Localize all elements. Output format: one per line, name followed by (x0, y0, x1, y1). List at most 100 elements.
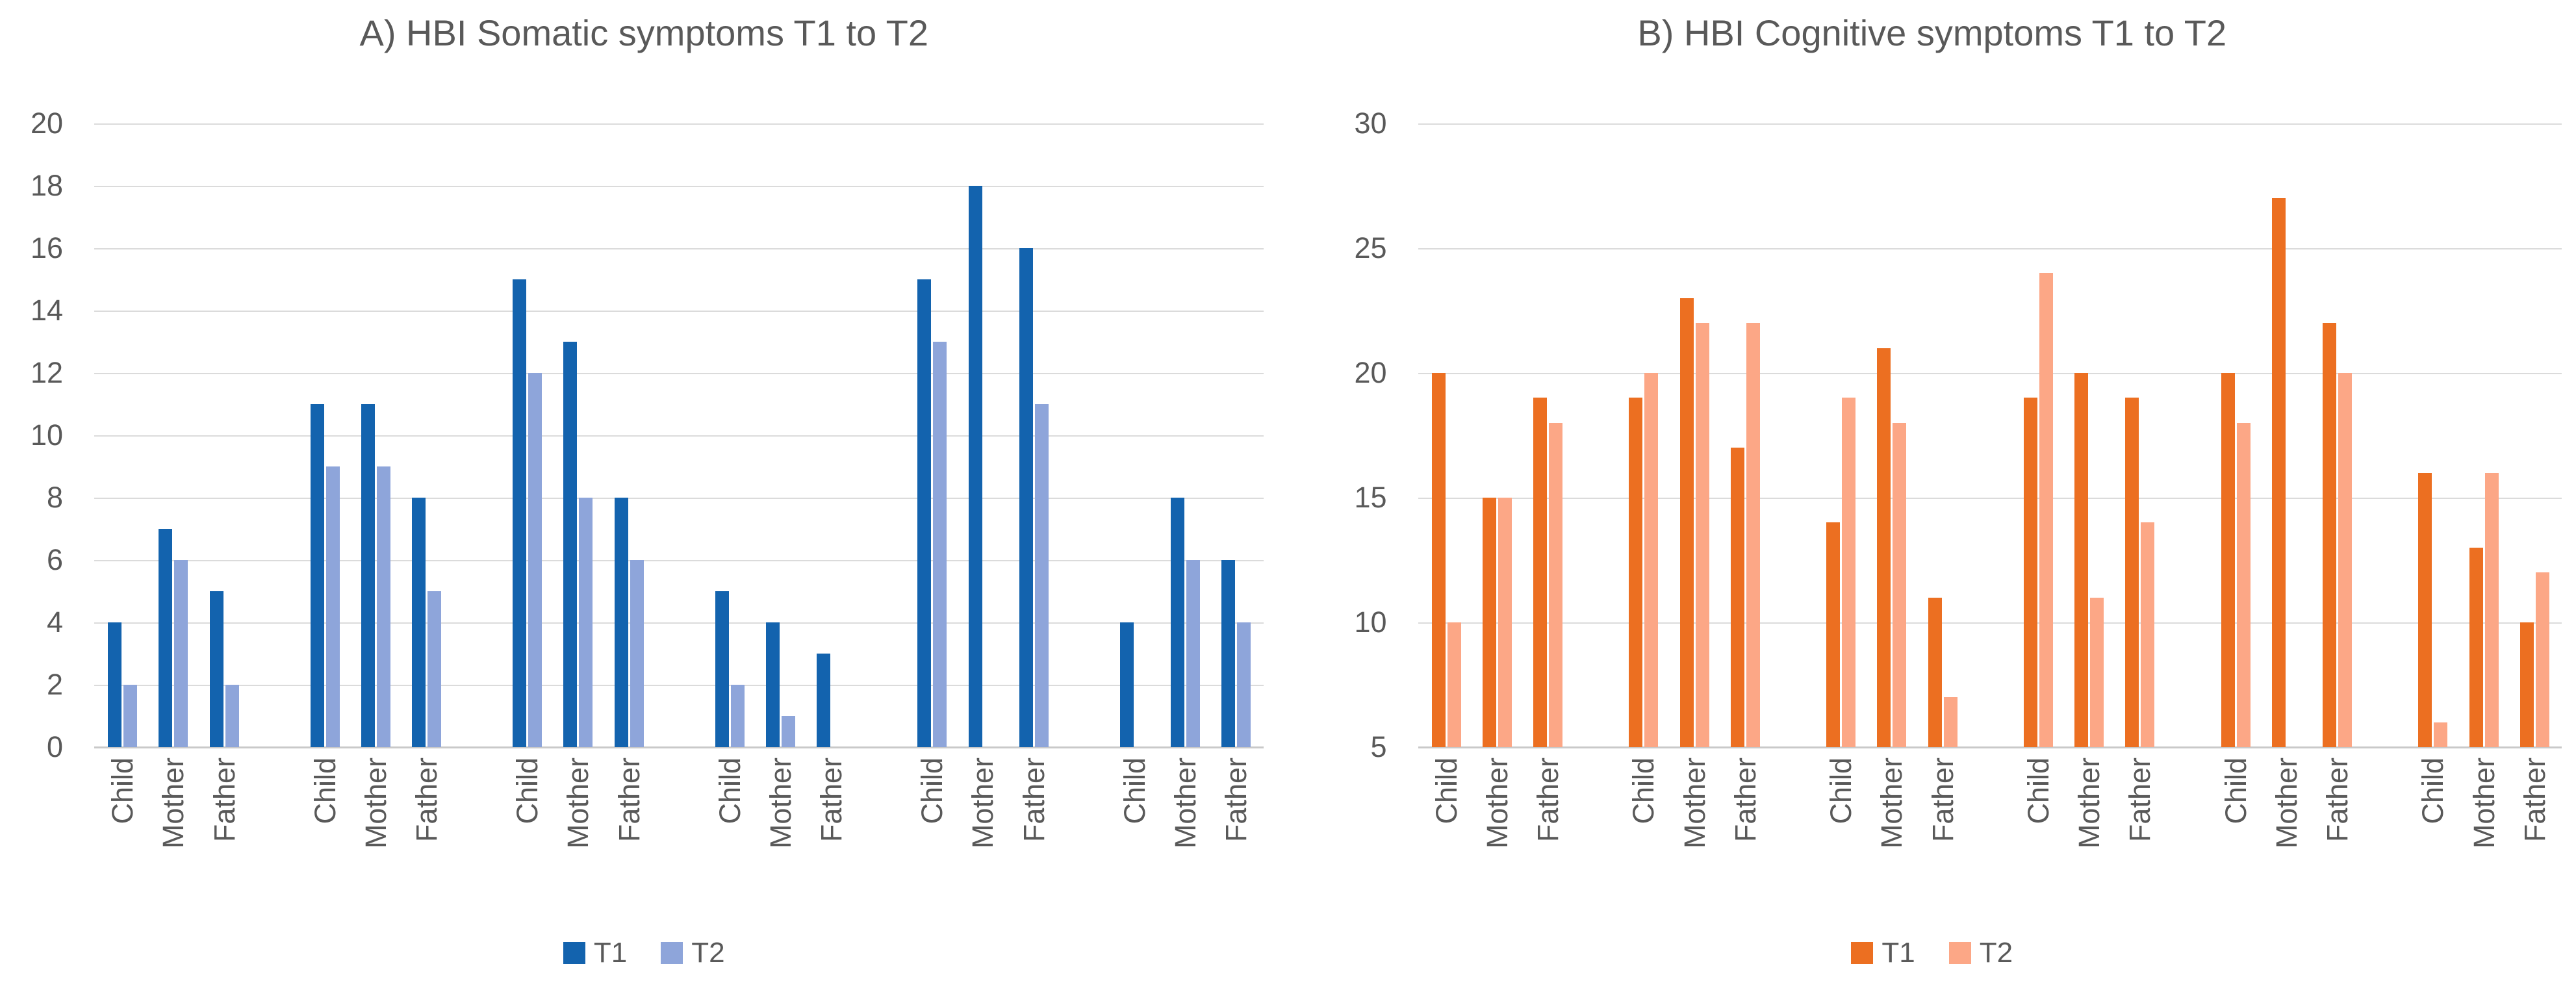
legend-swatch-t1 (1851, 942, 1874, 964)
category-column: Child (2416, 123, 2449, 910)
category-column: Child (713, 123, 746, 910)
bar-pair (1221, 123, 1251, 747)
bar-t2 (325, 466, 340, 747)
category-column: Father (207, 123, 241, 910)
bar-t1 (2221, 373, 2235, 747)
category-column: Father (2518, 123, 2551, 910)
x-axis-label-text: Mother (2269, 758, 2303, 849)
chart-somatic-symptoms: A) HBI Somatic symptoms T1 to T2 20 18 16 1… (0, 12, 1288, 967)
category-column: Child (1824, 123, 1857, 910)
chart-body: 30 25 20 15 10 5 Child Mother Father Child Mother… (1288, 107, 2576, 910)
x-axis-label: Child (1117, 758, 1151, 910)
bar-group: Child Mother Father (1824, 123, 1959, 910)
bar-t2 (1447, 622, 1461, 747)
x-axis-label: Child (713, 758, 746, 910)
bar-pair (2125, 123, 2155, 747)
category-column: Mother (1677, 123, 1711, 910)
bar-pair (159, 123, 188, 747)
category-column: Child (511, 123, 544, 910)
bar-t1 (1730, 448, 1744, 747)
x-axis-label: Father (815, 758, 848, 910)
bar-pair (1119, 123, 1149, 747)
bar-t2 (1746, 323, 1760, 747)
bar-t1 (1482, 498, 1496, 747)
bar-t2 (2535, 572, 2549, 747)
category-column: Father (815, 123, 848, 910)
legend: T1 T2 (1288, 939, 2576, 967)
x-axis-label-text: Father (2321, 758, 2354, 843)
category-column: Mother (561, 123, 595, 910)
bar-t1 (1019, 248, 1033, 747)
bar-pair (2023, 123, 2053, 747)
x-axis-label-text: Father (612, 758, 646, 843)
x-axis-label-text: Mother (561, 758, 595, 849)
x-axis-label-text: Father (2123, 758, 2157, 843)
bar-t2 (1842, 398, 1856, 747)
bar-group: Child Mother Father (2022, 123, 2157, 910)
x-axis-label-text: Father (1219, 758, 1253, 843)
x-axis-label-text: Father (207, 758, 241, 843)
y-tick-label: 15 (1354, 481, 1387, 514)
bar-pair (1431, 123, 1461, 747)
x-axis-label: Child (511, 758, 544, 910)
gridline (94, 123, 1264, 125)
bar-t1 (412, 498, 426, 747)
legend: T1 T2 (0, 939, 1288, 967)
bar-group: Child Mother Father (915, 123, 1051, 910)
bar-t2 (2484, 472, 2499, 747)
bar-pair (2323, 123, 2353, 747)
gridline (94, 248, 1264, 249)
bar-t1 (1826, 522, 1841, 747)
x-axis-label: Mother (157, 758, 190, 910)
category-column: Mother (966, 123, 999, 910)
category-column: Mother (2468, 123, 2501, 910)
y-tick-label: 14 (30, 294, 63, 327)
bar-pair (1171, 123, 1201, 747)
bar-t2 (1549, 422, 1563, 747)
chart-cognitive-symptoms: B) HBI Cognitive symptoms T1 to T2 30 25 2… (1288, 0, 2576, 994)
x-axis-label-text: Father (2518, 758, 2551, 843)
category-column: Father (1017, 123, 1051, 910)
bar-t1 (563, 342, 578, 747)
x-axis-label-text: Mother (1677, 758, 1711, 849)
bar-t2 (174, 560, 188, 747)
legend-label: T2 (1979, 937, 2013, 969)
bar-t1 (2323, 323, 2337, 747)
category-column: Mother (1168, 123, 1202, 910)
legend-swatch-t2 (1948, 942, 1971, 964)
bar-t2 (2090, 597, 2104, 747)
gridline (1418, 123, 2562, 125)
x-axis-label-text: Child (713, 758, 746, 824)
x-axis-label: Child (1430, 758, 1463, 910)
x-axis-label-text: Child (1117, 758, 1151, 824)
x-axis-label: Mother (1481, 758, 1514, 910)
category-column: Child (1430, 123, 1463, 910)
bar-t2 (2236, 422, 2251, 747)
gridline (94, 186, 1264, 187)
bar-t1 (1431, 373, 1446, 747)
bar-t2 (730, 685, 745, 747)
y-tick-label: 10 (1354, 605, 1387, 639)
y-tick-label: 0 (46, 730, 63, 763)
x-axis-label-text: Child (915, 758, 949, 824)
bar-t1 (817, 654, 831, 747)
bar-pair (1928, 123, 1958, 747)
bar-group: Child Mother Father (1430, 123, 1564, 910)
bar-group: Child Mother Father (713, 123, 848, 910)
bar-t1 (2271, 198, 2286, 747)
bar-group: Child Mother Father (511, 123, 646, 910)
bar-t2 (1237, 622, 1251, 747)
gridline (94, 498, 1264, 499)
x-axis-line (1418, 746, 2562, 748)
x-axis-label-text: Mother (1168, 758, 1202, 849)
bar-group: Child Mother Father (106, 123, 241, 910)
x-axis-label-text: Father (815, 758, 848, 843)
bar-pair (2469, 123, 2499, 747)
bar-t2 (528, 373, 542, 747)
x-axis-label: Father (1729, 758, 1762, 910)
bar-t1 (1877, 348, 1891, 747)
bar-pair (209, 123, 239, 747)
bar-t2 (2039, 273, 2053, 747)
bar-pair (412, 123, 442, 747)
